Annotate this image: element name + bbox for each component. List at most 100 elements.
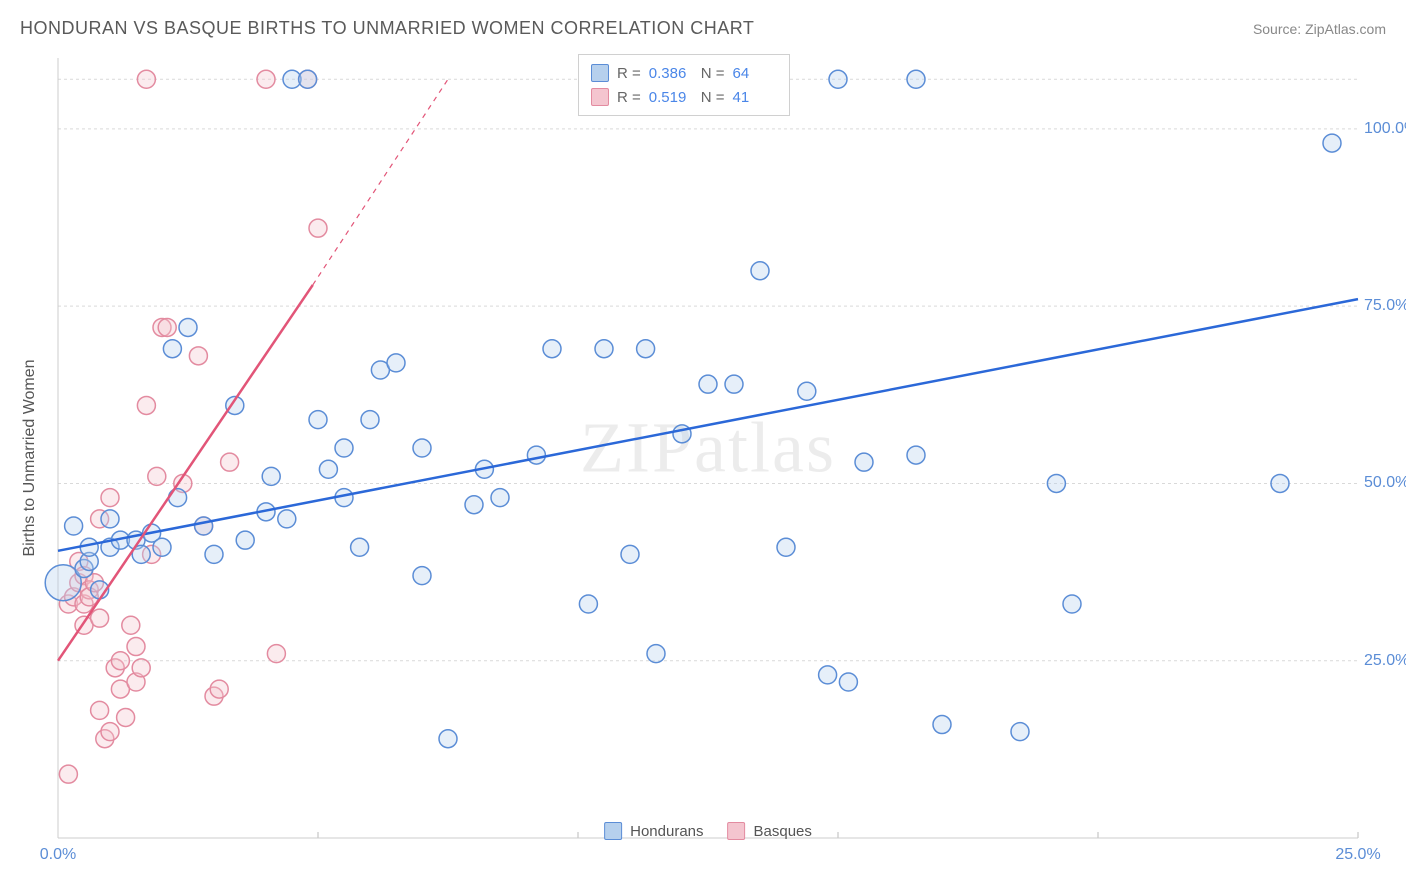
data-point (579, 595, 597, 613)
plot-area: ZIPatlas 25.0%50.0%75.0%100.0% 0.0%25.0%… (58, 58, 1358, 838)
data-point (819, 666, 837, 684)
data-point (80, 538, 98, 556)
data-point (189, 347, 207, 365)
source: Source: ZipAtlas.com (1253, 21, 1386, 37)
data-point (1323, 134, 1341, 152)
data-point (309, 411, 327, 429)
data-point (91, 701, 109, 719)
data-point (491, 489, 509, 507)
data-point (101, 510, 119, 528)
data-point (205, 545, 223, 563)
data-point (699, 375, 717, 393)
source-label: Source: (1253, 21, 1301, 37)
data-point (361, 411, 379, 429)
y-tick-label: 25.0% (1364, 652, 1406, 670)
data-point (907, 446, 925, 464)
data-point (829, 70, 847, 88)
data-point (637, 340, 655, 358)
swatch-icon (604, 822, 622, 840)
stat-r-label: R = (617, 65, 641, 82)
data-point (267, 645, 285, 663)
data-point (621, 545, 639, 563)
data-point (595, 340, 613, 358)
source-name: ZipAtlas.com (1305, 21, 1386, 37)
data-point (153, 538, 171, 556)
data-point (111, 652, 129, 670)
data-point (132, 659, 150, 677)
data-point (387, 354, 405, 372)
data-point (278, 510, 296, 528)
y-tick-label: 50.0% (1364, 474, 1406, 492)
data-point (543, 340, 561, 358)
data-point (413, 567, 431, 585)
legend-label: Hondurans (630, 823, 703, 840)
stat-n-label: N = (701, 89, 725, 106)
plot-svg (58, 58, 1358, 838)
data-point (439, 730, 457, 748)
data-point (221, 453, 239, 471)
stats-row: R = 0.386 N = 64 (591, 61, 777, 85)
data-point (137, 70, 155, 88)
data-point (262, 467, 280, 485)
data-point (647, 645, 665, 663)
data-point (1047, 474, 1065, 492)
data-point (257, 70, 275, 88)
legend-item-hondurans: Hondurans (604, 822, 703, 840)
data-point (335, 439, 353, 457)
data-point (148, 467, 166, 485)
data-point (137, 396, 155, 414)
data-point (101, 723, 119, 741)
trendline-extrapolated (313, 79, 448, 285)
data-point (855, 453, 873, 471)
data-point (725, 375, 743, 393)
stats-row: R =0.519N =41 (591, 85, 777, 109)
data-point (1063, 595, 1081, 613)
data-point (163, 340, 181, 358)
bottom-legend: Hondurans Basques (604, 822, 812, 840)
y-tick-label: 100.0% (1364, 120, 1406, 138)
data-point (465, 496, 483, 514)
data-point (117, 708, 135, 726)
swatch-icon (728, 822, 746, 840)
data-point (777, 538, 795, 556)
data-point (839, 673, 857, 691)
data-point (527, 446, 545, 464)
stat-n-label: N = (701, 65, 725, 82)
data-point (798, 382, 816, 400)
stat-n-value: 64 (733, 65, 777, 82)
data-point (127, 638, 145, 656)
data-point (907, 70, 925, 88)
stat-n-value: 41 (733, 89, 777, 106)
y-tick-label: 75.0% (1364, 297, 1406, 315)
legend-label: Basques (754, 823, 812, 840)
stat-r-value: 0.386 (649, 65, 693, 82)
data-point (1271, 474, 1289, 492)
legend-item-basques: Basques (728, 822, 812, 840)
data-point (413, 439, 431, 457)
data-point (59, 765, 77, 783)
data-point (351, 538, 369, 556)
stat-r-value: 0.519 (649, 89, 693, 106)
data-point (169, 489, 187, 507)
data-point (122, 616, 140, 634)
trendline (58, 299, 1358, 551)
data-point (91, 609, 109, 627)
data-point (179, 318, 197, 336)
data-point (158, 318, 176, 336)
data-point (210, 680, 228, 698)
x-tick-label: 25.0% (1335, 846, 1380, 864)
swatch-icon (591, 64, 609, 82)
data-point (1011, 723, 1029, 741)
x-tick-label: 0.0% (40, 846, 76, 864)
chart-container: Births to Unmarried Women ZIPatlas 25.0%… (48, 48, 1388, 868)
data-point (299, 70, 317, 88)
data-point (933, 716, 951, 734)
data-point (309, 219, 327, 237)
data-point (195, 517, 213, 535)
data-point (319, 460, 337, 478)
data-point (101, 489, 119, 507)
data-point (65, 517, 83, 535)
y-axis-label: Births to Unmarried Women (21, 359, 39, 556)
swatch-icon (591, 88, 609, 106)
data-point (751, 262, 769, 280)
